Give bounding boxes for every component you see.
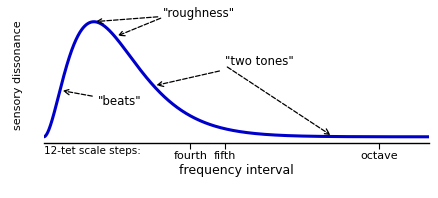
Text: 12-tet scale steps:: 12-tet scale steps: [44, 146, 141, 156]
Text: "beats": "beats" [64, 89, 141, 108]
Text: "two tones": "two tones" [158, 55, 294, 87]
X-axis label: frequency interval: frequency interval [179, 164, 294, 177]
Text: sensory dissonance: sensory dissonance [13, 20, 23, 130]
Text: "roughness": "roughness" [97, 7, 235, 24]
